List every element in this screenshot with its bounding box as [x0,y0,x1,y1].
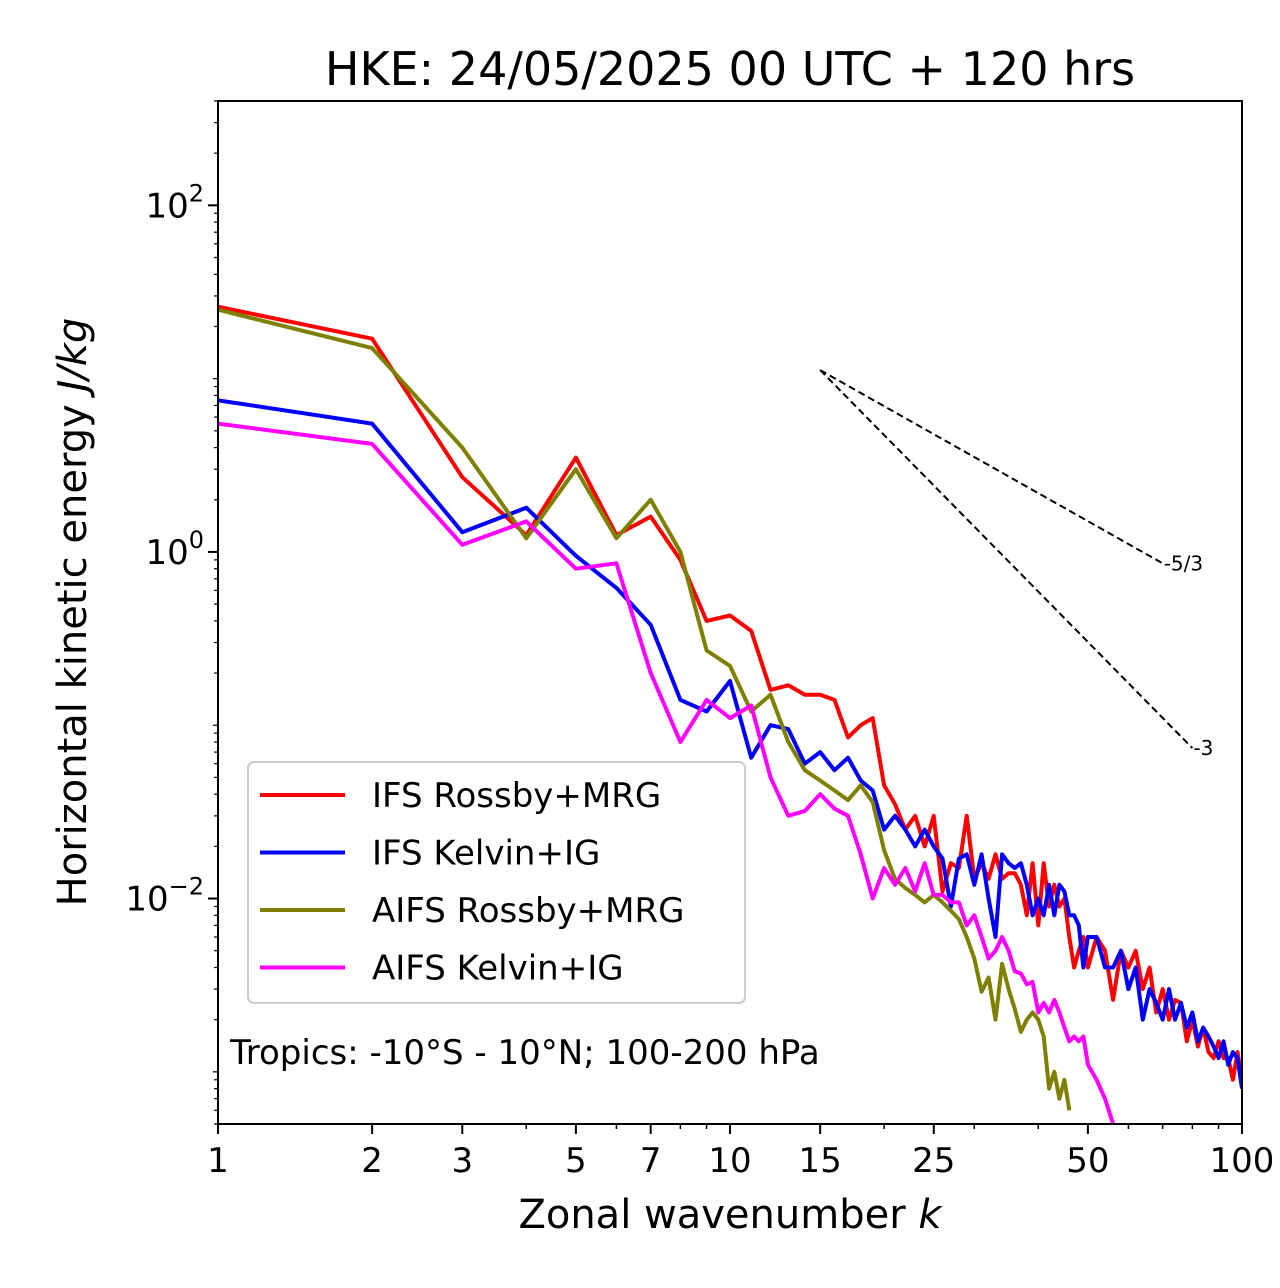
series-line [218,398,1242,1089]
x-tick-label: 7 [640,1141,662,1181]
x-tick-label: 50 [1066,1141,1109,1181]
legend: IFS Rossby+MRG IFS Kelvin+IG AIFS Rossby+M… [247,761,746,1004]
y-axis-label-text: Horizontal kinetic energy [50,392,96,907]
series-line [218,304,1242,1082]
y-tick-exponent: 0 [189,526,204,554]
series-line [218,307,1072,1111]
y-tick-label: 10−2 [125,873,204,920]
y-tick-exponent: −2 [169,873,204,901]
x-tick-label: 5 [565,1141,587,1181]
y-tick-base: 10 [145,533,188,573]
legend-label: AIFS Kelvin+IG [372,949,624,989]
y-tick-base: 10 [145,186,188,226]
chart-title: HKE: 24/05/2025 00 UTC + 120 hrs [325,42,1135,96]
x-axis-label-variable: k [918,1192,943,1238]
y-tick-label: 102 [145,179,204,226]
x-tick-label: 15 [799,1141,842,1181]
reference-slopes: -5/3 -3 [819,369,1213,760]
reference-slope-label: -3 [1193,736,1213,760]
legend-label: AIFS Rossby+MRG [372,891,684,931]
y-axis-label-units: J/kg [50,318,96,399]
y-tick-exponent: 2 [189,179,204,207]
x-tick-label: 25 [912,1141,955,1181]
legend-box [247,761,746,1004]
x-axis-ticks: 1 2 3 5 7 10 15 25 50 100 [207,1124,1274,1181]
region-annotation: Tropics: -10°S - 10°N; 100-200 hPa [229,1033,820,1073]
x-tick-label: 2 [361,1141,383,1181]
x-tick-label: 3 [451,1141,473,1181]
legend-label: IFS Rossby+MRG [372,776,661,816]
legend-label: IFS Kelvin+IG [372,834,600,874]
series-line [218,421,1116,1124]
x-tick-label: 100 [1210,1141,1275,1181]
y-tick-base: 10 [125,880,168,920]
series-lines [218,304,1242,1124]
y-tick-label: 100 [145,526,204,573]
x-axis-label-text: Zonal wavenumber [518,1192,918,1238]
x-axis-label: Zonal wavenumber k [518,1192,943,1238]
x-tick-label: 10 [708,1141,751,1181]
x-tick-label: 1 [207,1141,229,1181]
reference-slope-label: -5/3 [1164,551,1203,575]
reference-slope-line [819,369,1194,749]
y-axis-label: Horizontal kinetic energy J/kg [50,318,96,907]
